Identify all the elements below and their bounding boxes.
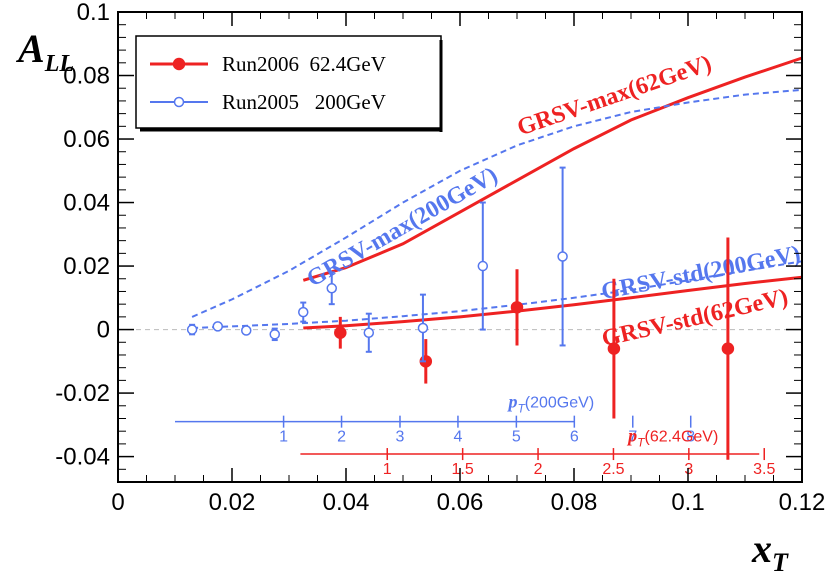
data-point — [334, 326, 347, 339]
y-tick-label: -0.02 — [55, 380, 110, 407]
pt-tick-label: 2 — [534, 461, 543, 478]
pt-tick-label: 2.5 — [602, 461, 624, 478]
data-point — [557, 251, 568, 262]
curve-grsv-max-62gev- — [302, 56, 803, 282]
data-point — [326, 283, 337, 294]
legend-label: Run2006 62.4GeV — [222, 52, 386, 76]
series-run2005 — [186, 166, 568, 363]
y-tick-label: 0.08 — [63, 63, 110, 90]
x-axis-title: xT — [751, 526, 789, 574]
x-tick-label: 0.1 — [671, 489, 704, 516]
legend: Run2006 62.4GeV Run2005 200GeV — [135, 35, 443, 132]
pt-axis-label: pT(200GeV) — [506, 391, 594, 415]
data-point — [241, 325, 252, 336]
pt-tick-label: 5 — [512, 429, 521, 446]
x-tick-label: 0.02 — [209, 489, 256, 516]
data-point — [607, 342, 621, 355]
pt-axis-62gev: 1 1.5 2 2.5 3 3.5 pT(62.4GeV) — [300, 425, 775, 478]
y-axis-title: ALL — [15, 26, 74, 77]
data-point — [510, 301, 524, 314]
y-tick-label: 0 — [97, 317, 110, 344]
pt-tick-label: 8 — [686, 429, 695, 446]
y-tick-label: 0.02 — [63, 253, 110, 280]
x-tick-label: 0.04 — [323, 489, 370, 516]
pt-tick-label: 3.5 — [753, 461, 775, 478]
legend-marker — [173, 96, 185, 108]
pt-tick-label: 3 — [396, 429, 405, 446]
data-point — [477, 260, 489, 272]
legend-entry-run2005: Run2005 200GeV — [150, 90, 386, 114]
data-point — [721, 342, 735, 355]
x-tick-label: 0.06 — [437, 489, 484, 516]
legend-label: Run2005 200GeV — [222, 90, 386, 114]
legend-entry-run2006: Run2006 62.4GeV — [150, 52, 386, 76]
data-point — [363, 327, 375, 338]
y-tick-label: 0.1 — [77, 0, 110, 26]
pt-tick-label: 2 — [337, 429, 346, 446]
data-point — [269, 329, 280, 340]
curve-grsv-std-62gev- — [303, 275, 803, 330]
pt-tick-label: 1.5 — [452, 461, 474, 478]
x-tick-label: 0 — [111, 489, 124, 516]
data-point — [417, 322, 429, 334]
data-point — [298, 306, 309, 318]
pt-axis-label: pT(62.4GeV) — [626, 425, 718, 449]
x-tick-label: 0.12 — [779, 489, 826, 516]
data-point — [212, 321, 223, 332]
pt-tick-label: 1 — [383, 461, 392, 478]
pt-tick-label: 1 — [279, 429, 288, 446]
pt-tick-label: 4 — [453, 429, 462, 446]
pt-tick-label: 7 — [628, 429, 637, 446]
y-tick-label: 0.04 — [63, 190, 110, 217]
series-run2006 — [334, 237, 735, 460]
x-tick-label: 0.08 — [551, 489, 598, 516]
data-point — [186, 324, 198, 335]
y-tick-label: 0.06 — [63, 126, 110, 153]
pt-tick-label: 3 — [684, 461, 693, 478]
legend-marker — [172, 57, 186, 71]
legend-box — [135, 35, 442, 129]
pt-axis-200gev: 1 2 3 4 5 6 7 8 pT(200GeV) — [175, 391, 695, 446]
y-tick-label: -0.04 — [55, 444, 110, 471]
pt-tick-label: 6 — [570, 429, 579, 446]
curve-grsv-max-200gev- — [191, 88, 803, 318]
